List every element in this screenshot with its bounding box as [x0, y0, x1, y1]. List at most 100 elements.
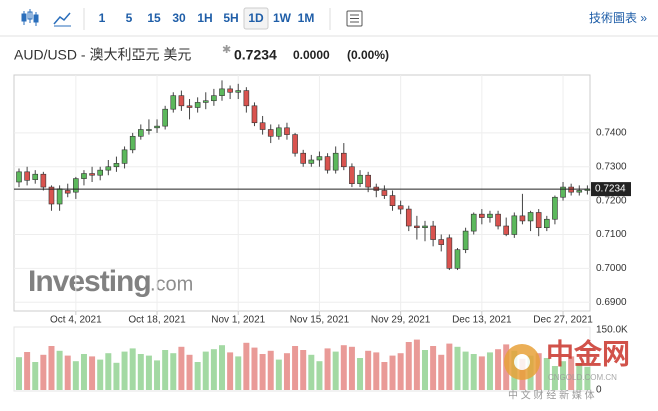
volume-bar: [267, 350, 274, 390]
line-icon[interactable]: [53, 12, 71, 25]
volume-bar: [430, 346, 437, 390]
interval-button[interactable]: 5H: [223, 11, 238, 25]
logo-name: 中金网: [546, 337, 630, 369]
candle-body: [560, 186, 566, 198]
candle-body: [527, 212, 534, 222]
volume-bar: [178, 346, 185, 390]
candle-body: [332, 152, 339, 171]
candle-body: [357, 174, 363, 184]
plot-frame: [13, 74, 591, 312]
x-tick-label: Nov 29, 2021: [371, 315, 431, 326]
volume-bar: [64, 355, 71, 390]
volume-bar: [568, 356, 575, 390]
volume-bar: [186, 354, 193, 390]
candle-body: [438, 239, 445, 245]
candle-body: [32, 173, 39, 180]
volume-bar: [24, 352, 31, 390]
candle-body: [535, 212, 542, 229]
candle-body: [349, 166, 355, 184]
volume-bar: [170, 353, 177, 390]
interval-button[interactable]: 1H: [197, 11, 212, 25]
technical-chart-link[interactable]: 技術圖表 »: [589, 11, 647, 25]
last-price-label: 0.7234: [595, 184, 626, 195]
candle-body: [576, 190, 583, 193]
volume-bar: [56, 350, 63, 390]
volume-bar: [251, 347, 258, 390]
volume-bar: [308, 354, 315, 390]
volume-bar: [422, 350, 428, 390]
logo-domain: CNGOLD.COM.CN: [548, 373, 617, 382]
logo: 中金网 CNGOLD.COM.CN 中 文 财 经 新 媒 体: [504, 337, 630, 402]
candle-body: [48, 186, 55, 205]
volume-bar: [535, 353, 542, 390]
candle-body: [64, 190, 71, 194]
change-pct: (0.00%): [347, 48, 389, 62]
candle-icon[interactable]: [21, 9, 39, 26]
volume-frame: [13, 326, 591, 392]
volume-bar: [389, 355, 396, 390]
volume-bar: [405, 342, 412, 390]
volume-bar: [462, 351, 469, 390]
candle-body: [227, 88, 233, 93]
x-tick-label: Nov 1, 2021: [211, 315, 265, 326]
volume-bar: [283, 353, 290, 390]
volume-bar: [105, 353, 112, 390]
candle-body: [389, 195, 396, 206]
volume-bar: [454, 346, 461, 390]
interval-button[interactable]: 1W: [273, 11, 292, 25]
table-icon[interactable]: [346, 10, 363, 27]
volume-bar: [137, 354, 144, 390]
candle-body: [543, 218, 550, 229]
candle-body: [129, 135, 136, 151]
volume-bar: [357, 358, 364, 390]
candle-body: [16, 171, 22, 183]
candle-body: [81, 173, 87, 179]
candle-body: [105, 166, 112, 171]
star-icon[interactable]: ✱: [222, 44, 231, 56]
y-tick-label: 0.7300: [596, 161, 627, 172]
y-tick-label: 0.6900: [596, 297, 627, 308]
candle-body: [267, 129, 274, 137]
candle-body: [300, 152, 307, 164]
candle-body: [454, 249, 461, 269]
volume-bar: [202, 351, 209, 390]
candle-body: [284, 127, 290, 135]
candle-body: [495, 213, 501, 227]
candle-body: [146, 129, 152, 131]
interval-button[interactable]: 5: [126, 11, 133, 25]
volume-bar: [584, 366, 591, 390]
volume-bar: [495, 349, 502, 390]
volume-tick-label: 0: [596, 385, 602, 396]
candle-body: [276, 127, 282, 137]
interval-button[interactable]: 15: [147, 11, 161, 25]
candle-body: [251, 105, 258, 124]
volume-bar: [438, 354, 445, 390]
volume-bar: [154, 360, 161, 390]
candle-body: [552, 196, 558, 220]
candle-body: [365, 174, 371, 188]
candle-body: [430, 225, 436, 240]
change: 0.0000: [293, 48, 330, 62]
volume-bar: [576, 363, 583, 390]
price: 0.7234: [234, 47, 277, 63]
x-tick-label: Dec 13, 2021: [452, 315, 512, 326]
interval-button[interactable]: 1D: [248, 11, 264, 25]
volume-bar: [113, 362, 120, 390]
candle-body: [219, 88, 225, 96]
interval-button[interactable]: 1: [99, 11, 106, 25]
volume-bar: [381, 362, 388, 390]
volume-bar: [97, 359, 104, 390]
volume-bar: [486, 352, 493, 390]
interval-button[interactable]: 1M: [298, 11, 315, 25]
y-tick-label: 0.7100: [596, 229, 627, 240]
candle-body: [511, 215, 518, 235]
volume-bar: [316, 361, 323, 390]
watermark-suffix: .com: [150, 273, 193, 295]
interval-button[interactable]: 30: [172, 11, 186, 25]
candle-body: [519, 215, 526, 222]
logo-tagline: 中 文 财 经 新 媒 体: [508, 389, 595, 402]
volume-bar: [332, 351, 339, 390]
y-tick-label: 0.7400: [596, 128, 627, 139]
x-tick-label: Oct 18, 2021: [128, 315, 186, 326]
volume-bar: [219, 345, 225, 390]
